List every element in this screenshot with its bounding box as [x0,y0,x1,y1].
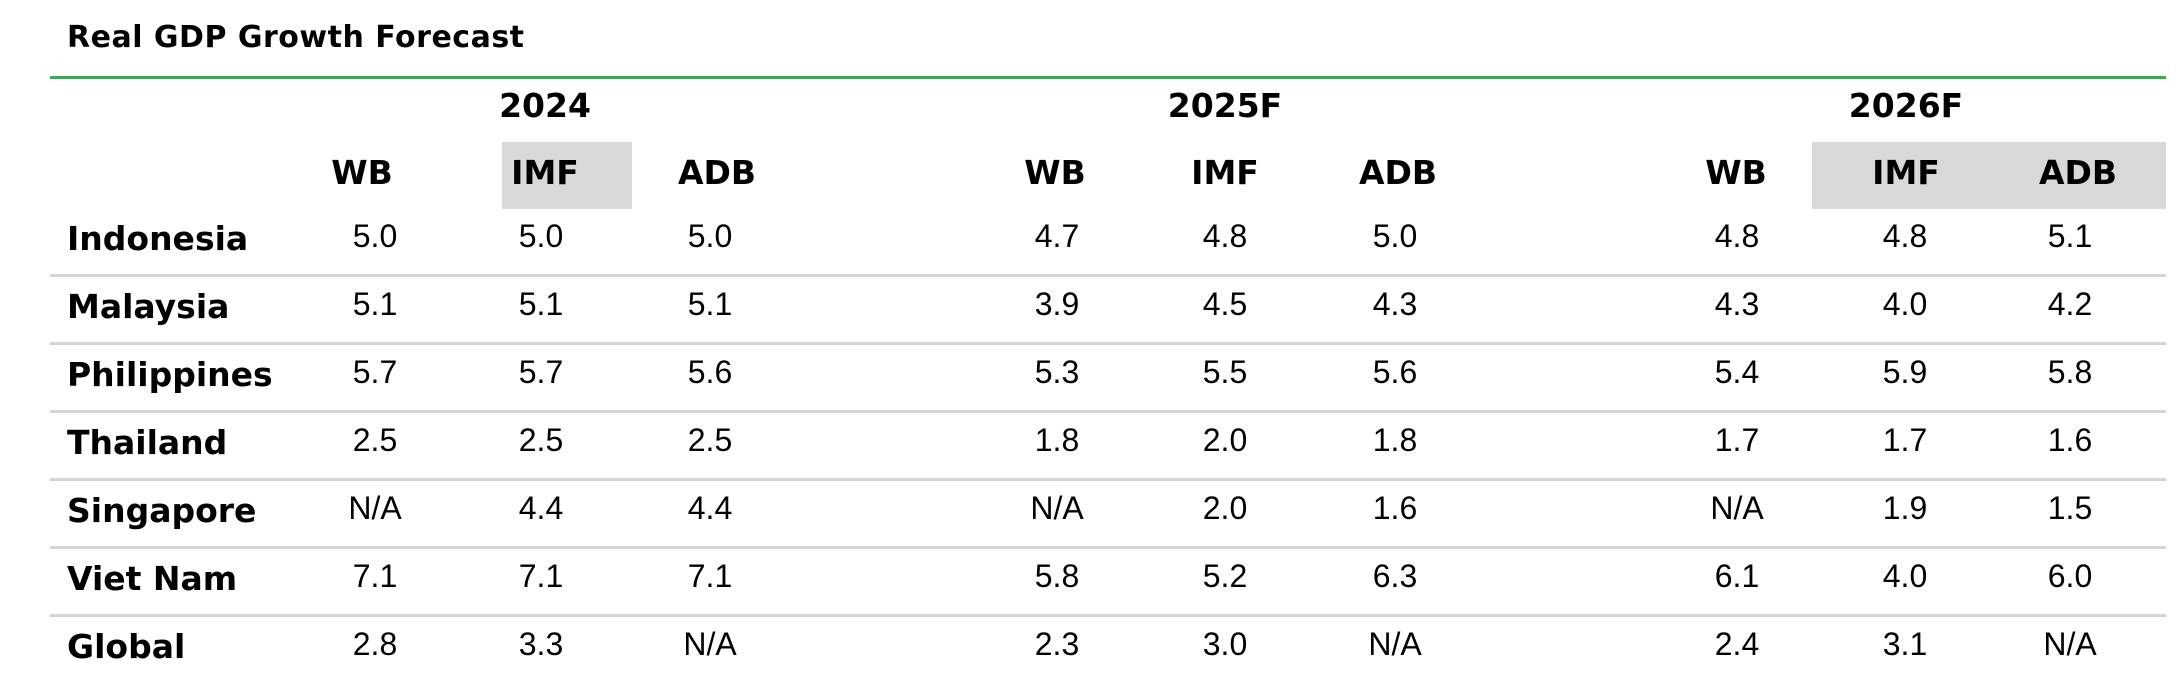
value-cell: 1.7 [1882,422,1928,458]
value-cell: 2.0 [1202,422,1248,458]
year-header-2024: 2024 [499,86,591,125]
value-cell: 5.0 [1372,218,1418,254]
source-header-imf-2025f: IMF [1191,153,1259,192]
table-row: Indonesia 5.0 5.0 5.0 4.7 4.8 5.0 4.8 4.… [50,209,2166,274]
value-cell: 1.7 [1714,422,1760,458]
year-header-2026f: 2026F [1848,86,1964,125]
value-cell: 4.8 [1882,218,1928,254]
imf-2024-highlight [502,142,632,209]
source-header-adb-2026f: ADB [2038,153,2118,192]
value-cell: 1.8 [1372,422,1418,458]
value-cell: N/A [1710,490,1764,526]
value-cell: 7.1 [687,558,733,594]
table-row: Global 2.8 3.3 N/A 2.3 3.0 N/A 2.4 3.1 N… [50,614,2166,682]
country-label: Global [67,627,186,666]
value-cell: 4.8 [1714,218,1760,254]
imf-adb-2026-highlight [1812,142,2166,209]
value-cell: 4.3 [1372,286,1418,322]
value-cell: 4.0 [1882,558,1928,594]
value-cell: 5.0 [352,218,398,254]
value-cell: N/A [2043,626,2097,662]
source-header-wb-2026f: WB [1705,153,1767,192]
value-cell: 3.1 [1882,626,1928,662]
value-cell: 5.1 [2047,218,2093,254]
value-cell: N/A [683,626,737,662]
value-cell: 5.6 [687,354,733,390]
country-label: Philippines [67,355,273,394]
value-cell: N/A [1030,490,1084,526]
value-cell: N/A [348,490,402,526]
value-cell: 2.5 [352,422,398,458]
value-cell: 3.0 [1202,626,1248,662]
value-cell: 2.5 [687,422,733,458]
value-cell: 7.1 [352,558,398,594]
value-cell: 5.5 [1202,354,1248,390]
table-row: Viet Nam 7.1 7.1 7.1 5.8 5.2 6.3 6.1 4.0… [50,546,2166,614]
value-cell: 5.6 [1372,354,1418,390]
value-cell: 6.0 [2047,558,2093,594]
value-cell: 1.9 [1882,490,1928,526]
country-label: Viet Nam [67,559,238,598]
value-cell: 4.0 [1882,286,1928,322]
value-cell: 5.8 [1034,558,1080,594]
source-header-adb-2025f: ADB [1358,153,1438,192]
value-cell: 6.1 [1714,558,1760,594]
value-cell: 5.3 [1034,354,1080,390]
value-cell: 1.6 [2047,422,2093,458]
value-cell: 2.8 [352,626,398,662]
title-rule [50,76,2166,79]
year-header-2025f: 2025F [1167,86,1283,125]
value-cell: 2.5 [518,422,564,458]
forecast-table-body: Indonesia 5.0 5.0 5.0 4.7 4.8 5.0 4.8 4.… [50,209,2166,682]
value-cell: N/A [1368,626,1422,662]
value-cell: 4.8 [1202,218,1248,254]
value-cell: 4.4 [687,490,733,526]
value-cell: 5.9 [1882,354,1928,390]
table-row: Philippines 5.7 5.7 5.6 5.3 5.5 5.6 5.4 … [50,342,2166,410]
value-cell: 4.4 [518,490,564,526]
country-label: Singapore [67,491,257,530]
value-cell: 1.5 [2047,490,2093,526]
country-label: Malaysia [67,287,230,326]
value-cell: 2.4 [1714,626,1760,662]
value-cell: 5.1 [352,286,398,322]
table-row: Singapore N/A 4.4 4.4 N/A 2.0 1.6 N/A 1.… [50,478,2166,546]
value-cell: 5.2 [1202,558,1248,594]
value-cell: 5.1 [687,286,733,322]
table-title: Real GDP Growth Forecast [67,20,525,55]
value-cell: 4.5 [1202,286,1248,322]
country-label: Indonesia [67,219,249,258]
value-cell: 2.3 [1034,626,1080,662]
value-cell: 6.3 [1372,558,1418,594]
table-row: Thailand 2.5 2.5 2.5 1.8 2.0 1.8 1.7 1.7… [50,410,2166,478]
value-cell: 4.3 [1714,286,1760,322]
value-cell: 1.8 [1034,422,1080,458]
table-row: Malaysia 5.1 5.1 5.1 3.9 4.5 4.3 4.3 4.0… [50,274,2166,342]
value-cell: 3.9 [1034,286,1080,322]
value-cell: 7.1 [518,558,564,594]
value-cell: 5.7 [352,354,398,390]
value-cell: 5.4 [1714,354,1760,390]
source-header-imf-2026f: IMF [1872,153,1940,192]
value-cell: 4.2 [2047,286,2093,322]
value-cell: 5.0 [687,218,733,254]
source-header-imf-2024: IMF [511,153,579,192]
value-cell: 2.0 [1202,490,1248,526]
value-cell: 5.1 [518,286,564,322]
value-cell: 5.0 [518,218,564,254]
value-cell: 3.3 [518,626,564,662]
value-cell: 5.8 [2047,354,2093,390]
source-header-adb-2024: ADB [677,153,757,192]
country-label: Thailand [67,423,228,462]
value-cell: 5.7 [518,354,564,390]
source-header-wb-2024: WB [331,153,393,192]
value-cell: 4.7 [1034,218,1080,254]
value-cell: 1.6 [1372,490,1418,526]
source-header-wb-2025f: WB [1024,153,1086,192]
